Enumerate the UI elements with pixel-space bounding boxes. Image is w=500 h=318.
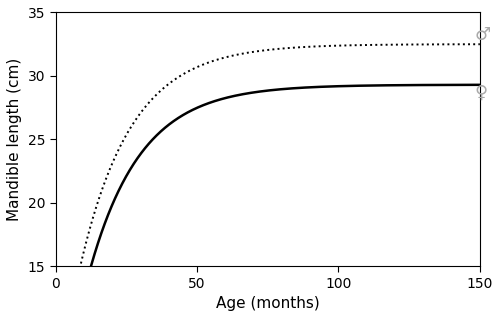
Text: ♀: ♀: [474, 83, 488, 101]
Y-axis label: Mandible length (cm): Mandible length (cm): [7, 58, 22, 221]
Text: ♂: ♂: [474, 26, 490, 44]
X-axis label: Age (months): Age (months): [216, 296, 320, 311]
